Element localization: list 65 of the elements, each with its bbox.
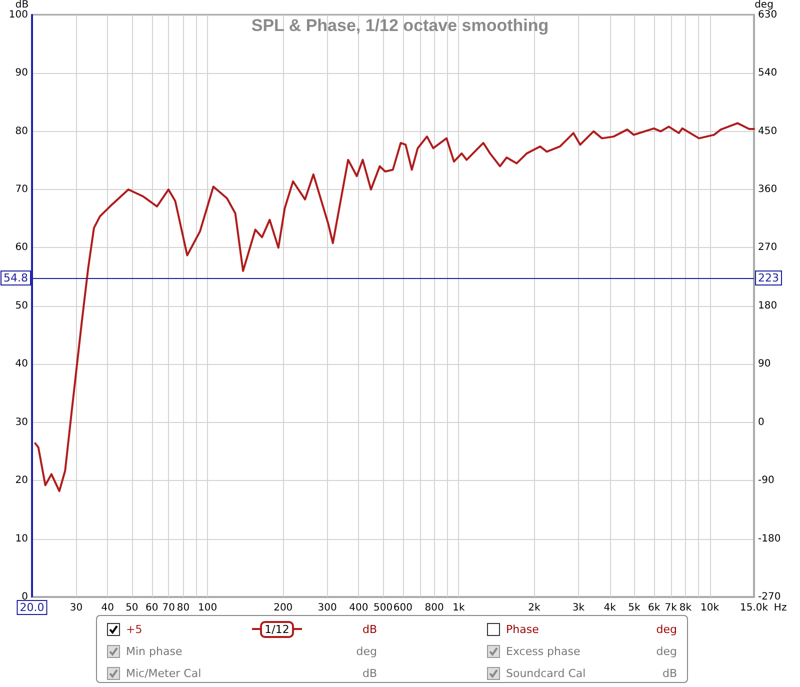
chart-title: SPL & Phase, 1/12 octave smoothing: [251, 16, 549, 35]
text: dB: [361, 622, 377, 638]
y-axis-title: dB: [15, 0, 29, 10]
x-tick-label: 800: [424, 602, 444, 614]
x-tick-label: 30: [70, 602, 83, 614]
y2-tick-label: 450: [758, 126, 778, 137]
x-tick-label: 6k: [648, 602, 660, 614]
y2-tick-label: 630: [758, 9, 778, 20]
y-tick-label: 80: [15, 126, 28, 137]
y2-tick-label: -180: [758, 533, 781, 544]
x-tick-label: 60: [145, 602, 158, 614]
y-tick-label: 50: [15, 300, 28, 312]
y-tick-label: 100: [8, 9, 28, 20]
y2-tick-label: -270: [758, 592, 781, 602]
x-tick-label: 300: [318, 602, 337, 614]
text: 1/12: [260, 620, 294, 638]
x-tick-label: 80: [176, 602, 190, 614]
y-tick-label: 0: [22, 592, 28, 602]
text: dB: [661, 666, 677, 682]
x-tick-label: 3k: [572, 602, 585, 614]
y2-tick-label: 360: [758, 184, 778, 196]
y2-tick-label: 540: [758, 68, 778, 79]
y2-tick-label: -90: [758, 475, 774, 486]
text: Min phase: [125, 644, 184, 660]
text: Phase: [505, 622, 540, 638]
x-tick-label: 10k: [700, 602, 720, 614]
y2-tick-label: 90: [758, 358, 771, 370]
x-tick-label: 200: [274, 602, 293, 614]
x-tick-label: 100: [198, 602, 218, 614]
x-tick-label: 400: [349, 602, 368, 614]
x-tick-label: 4k: [604, 602, 616, 614]
y-tick-label: 10: [15, 533, 28, 544]
y2-axis-title: deg: [754, 0, 774, 10]
y-tick-label: 60: [15, 242, 28, 254]
x-axis-title: Hz: [774, 602, 787, 614]
text: deg: [355, 644, 377, 660]
x-tick-label: 2k: [528, 602, 541, 614]
x-tick-label: 15.0k: [740, 602, 768, 614]
text: deg: [655, 622, 677, 638]
x-tick-label: 5k: [628, 602, 640, 614]
text: dB: [361, 666, 377, 682]
y-tick-label: 20: [15, 475, 28, 486]
x-tick-label: 8k: [679, 602, 692, 614]
y2-tick-label: 270: [758, 242, 778, 254]
text: +5: [126, 622, 142, 636]
x-tick-label: 7k: [664, 602, 678, 614]
text: Mic/Meter Cal: [125, 666, 202, 682]
ref-line-label: 20.0: [20, 601, 44, 614]
y-tick-label: 30: [15, 416, 28, 428]
text: Excess phase: [505, 644, 582, 660]
text: Soundcard Cal: [505, 666, 587, 682]
annotation: 223: [758, 272, 779, 285]
text: deg: [655, 644, 677, 660]
x-tick-label: 500: [374, 602, 393, 614]
x-tick-label: 1k: [452, 602, 465, 614]
y-tick-label: 70: [15, 184, 28, 196]
ref-line-label: 54.8: [4, 272, 28, 285]
x-tick-label: 70: [162, 602, 175, 614]
y2-tick-label: 0: [758, 416, 764, 428]
y-tick-label: 90: [15, 68, 28, 79]
y2-tick-label: 180: [758, 300, 778, 312]
y-tick-label: 40: [15, 358, 28, 370]
x-tick-label: 40: [101, 602, 114, 614]
x-tick-label: 600: [393, 602, 412, 614]
x-tick-label: 50: [126, 602, 138, 614]
